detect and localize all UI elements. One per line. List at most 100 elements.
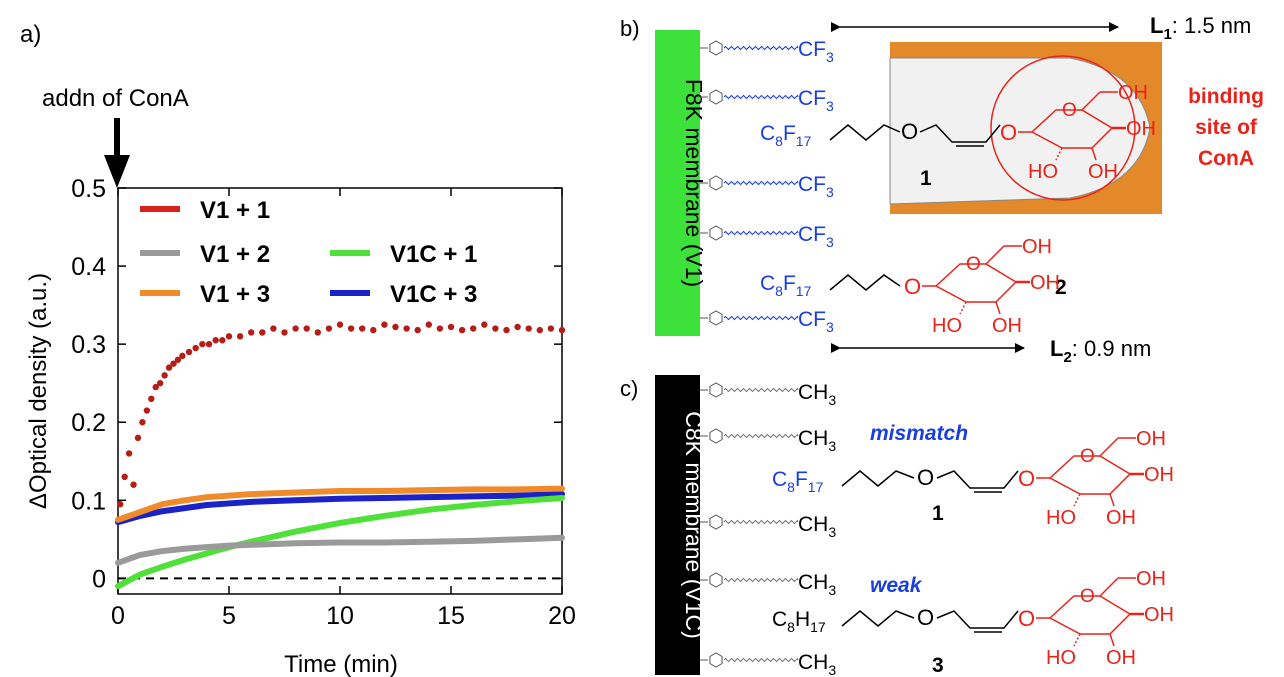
x-tick-label: 10 [326,602,354,630]
ring-oxygen: O [1080,586,1095,607]
alkyl-chain [723,315,799,321]
series-line [115,485,565,523]
data-point [165,364,173,371]
hydroxyl-group: OH [1126,118,1156,140]
data-point [414,326,421,334]
benzene-ring-icon [709,225,723,241]
data-point [370,326,377,334]
weak-label: weak [870,574,923,597]
hydroxyl-group: OH [1144,464,1174,486]
glycosidic-oxygen: O [1018,606,1035,631]
hydroxyl-group: OH [1030,272,1060,294]
cf3-anchor-group: CF3 CF3 CF3 CF3 CF3 [700,38,834,335]
alkyl-chain [723,230,799,236]
ch3-group: CH3 [798,427,836,454]
data-point [205,340,213,348]
x-tick-label: 5 [222,602,236,630]
data-point [458,326,466,334]
hydroxyl-group: OH [1022,236,1052,258]
data-point [117,501,124,508]
legend-label: V1 + 3 [200,281,270,308]
data-point [347,325,355,332]
data-point [403,325,410,332]
data-point [248,329,255,336]
data-point [303,325,310,332]
data-point [336,321,344,328]
panel-label-b: b) [620,16,640,41]
sugar-2-b: O O OH OH OH HO [904,236,1060,337]
benzene-ring-icon [709,89,723,105]
panel-label-a: a) [20,21,41,48]
alkyl-chain [723,657,799,663]
compound-2-number: 2 [1055,276,1067,299]
benzene-ring-icon [709,428,723,444]
data-point [314,329,321,336]
l1-label: L1: 1.5 nm [1150,13,1251,43]
data-point [547,325,555,332]
data-point [130,481,137,488]
data-point [125,450,133,457]
f8k-membrane-bar [655,30,700,336]
data-point [185,348,193,356]
cona-binding-pocket [889,42,1162,214]
alkyl-chain [723,387,799,393]
series-line [115,534,565,566]
data-point [536,326,543,334]
hydroxyl-group: HO [1028,161,1058,183]
hydroxyl-group: HO [1046,507,1076,529]
hydroxyl-group: OH [1106,507,1136,529]
compound-2-structure: C8F17 2 [760,272,1067,299]
y-axis-label: ΔOptical density (a.u.) [25,273,52,509]
data-point [259,329,266,336]
x-axis-label: Time (min) [284,651,398,677]
data-point [425,321,432,328]
data-point [325,325,333,332]
cf3-group: CF3 [798,87,834,114]
data-point [225,333,233,340]
data-point [359,325,366,332]
glycosidic-oxygen: O [904,274,921,299]
x-axis-ticks: 0 5 10 15 20 [111,188,576,630]
series-line [115,494,565,590]
arrow-annotation: addn of ConA [42,85,189,112]
panel-label-c: c) [620,376,638,401]
ch3-group: CH3 [798,651,836,677]
cf3-group: CF3 [798,308,834,335]
chart-legend: V1 + 1 V1 + 2 V1 + 3 V1C + 1 V1C + 3 [140,197,477,308]
ch3-anchor-group: CH3 CH3 CH3 CH3 CH3 [700,381,836,677]
cf3-group: CF3 [798,173,834,200]
benzene-ring-icon [709,514,723,530]
data-point [447,323,455,331]
x-tick-label: 15 [437,602,465,630]
binding-site-line-2: site of [1195,116,1258,139]
data-point [212,337,219,344]
benzene-ring-icon [709,310,723,326]
ether-oxygen: O [901,119,918,144]
data-point [199,340,206,348]
compound-1-structure-b: C8F17 O 1 [760,119,1001,190]
alkyl-chain [723,180,799,186]
y-axis-ticks: 0 0.1 0.2 0.3 0.4 0.5 [71,175,562,593]
compound-1-number-c: 1 [932,502,944,525]
legend-label: V1C + 3 [390,281,477,308]
benzene-ring-icon [709,572,723,588]
mismatch-label: mismatch [870,422,968,445]
compound-3-structure: C8H17 O 3 [772,605,1019,677]
data-point [525,325,532,332]
hydroxyl-group: OH [1136,568,1166,590]
data-point [436,325,444,332]
alkyl-chain [723,577,799,583]
data-point [292,325,299,332]
data-point [281,329,288,336]
benzene-ring-icon [709,382,723,398]
data-point [121,473,128,481]
alkyl-chain [723,94,799,100]
sugar-3-c: O O OH OH OH HO [1018,568,1174,669]
data-point [481,321,488,328]
alkyl-chain [723,433,799,439]
ch3-group: CH3 [798,513,836,540]
plot-series [115,321,566,590]
c8k-membrane-label: C8K membrane (V1C) [681,411,707,639]
data-point [170,360,177,367]
